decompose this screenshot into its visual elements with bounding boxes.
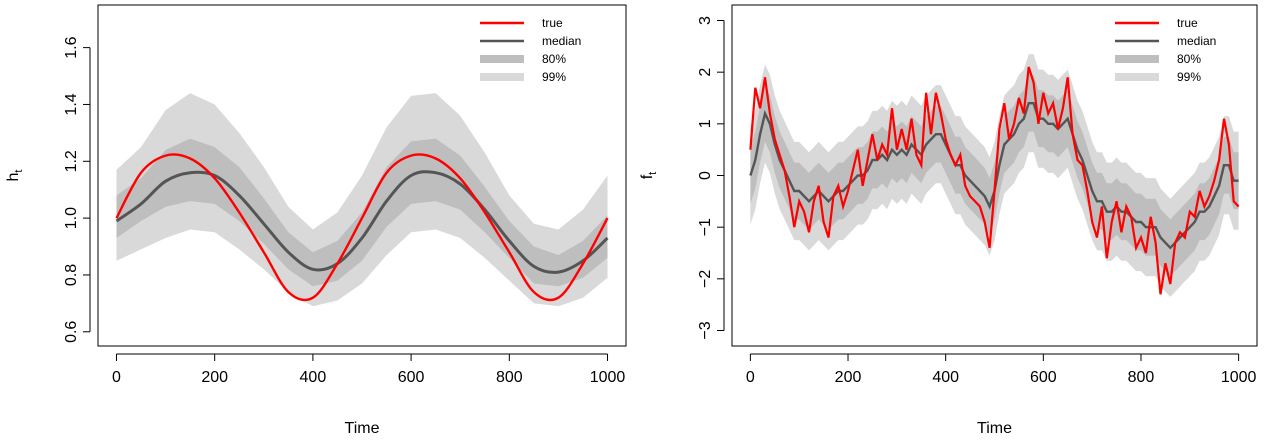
y-axis-label-main: h <box>5 173 22 182</box>
x-tick-label: 200 <box>201 369 228 386</box>
x-tick-label: 1000 <box>1221 369 1257 386</box>
series-median-line <box>115 170 609 274</box>
legend-item: 99% <box>1115 70 1201 84</box>
legend-label: 99% <box>542 70 566 84</box>
legend-item: median <box>1115 34 1216 48</box>
legend-label: 99% <box>1177 70 1201 84</box>
left-panel-h: 0 200 400 600 800 1000 0.6 0.8 1.0 1.2 1.4 1.6 Tim… <box>5 4 627 437</box>
series-true-line <box>749 66 1240 295</box>
legend-label: true <box>1177 16 1198 30</box>
y-tick-label: 0.6 <box>63 321 80 343</box>
band-80 <box>750 74 1239 277</box>
x-tick-label: 800 <box>1128 369 1155 386</box>
band-80-area <box>116 138 608 287</box>
svg-text:ft: ft <box>639 172 659 180</box>
right-panel-f: 0 200 400 600 800 1000 −3 −2 −1 0 1 2 3 Time ft tru… <box>639 4 1258 437</box>
x-axis-label: Time <box>345 420 380 437</box>
x-tick-label: 200 <box>835 369 862 386</box>
y-tick-label: −3 <box>697 321 714 339</box>
legend: true median 80% 99% <box>480 16 581 84</box>
svg-text:ht: ht <box>5 170 25 182</box>
x-tick-label: 0 <box>746 369 755 386</box>
y-tick-label: 0 <box>697 171 714 180</box>
y-tick-label: 3 <box>697 16 714 25</box>
x-axis: 0 200 400 600 800 1000 <box>112 353 626 386</box>
y-tick-label: 2 <box>697 68 714 77</box>
y-tick-label: 1.4 <box>63 93 80 115</box>
y-tick-label: 1.6 <box>63 36 80 58</box>
legend-item: 80% <box>480 52 566 66</box>
series-true-line <box>115 153 609 302</box>
x-tick-label: 400 <box>300 369 327 386</box>
y-tick-label: 1.2 <box>63 150 80 172</box>
x-tick-label: 400 <box>932 369 959 386</box>
legend-label: 80% <box>542 52 566 66</box>
x-tick-label: 0 <box>112 369 121 386</box>
legend-item: true <box>1115 16 1198 30</box>
y-axis-label-subscript: t <box>13 170 25 173</box>
band-99 <box>116 93 608 307</box>
y-axis-label: ht <box>5 170 25 182</box>
band-80-area <box>750 74 1239 277</box>
band-99-area <box>116 93 608 307</box>
legend-item: median <box>480 34 581 48</box>
legend-label: median <box>542 34 581 48</box>
legend-label: true <box>542 16 563 30</box>
x-axis: 0 200 400 600 800 1000 <box>746 353 1257 386</box>
y-axis-label-main: f <box>639 174 656 179</box>
y-axis-label: ft <box>639 172 659 180</box>
x-tick-label: 600 <box>398 369 425 386</box>
legend-label: median <box>1177 34 1216 48</box>
y-axis: −3 −2 −1 0 1 2 3 <box>697 16 725 340</box>
x-tick-label: 1000 <box>590 369 626 386</box>
y-tick-label: −2 <box>697 270 714 288</box>
legend: true median 80% 99% <box>1115 16 1216 84</box>
y-tick-label: 1.0 <box>63 207 80 229</box>
legend-item: 99% <box>480 70 566 84</box>
y-axis-label-subscript: t <box>647 172 659 175</box>
y-tick-label: 0.8 <box>63 264 80 286</box>
legend-item: 80% <box>1115 52 1201 66</box>
x-tick-label: 800 <box>496 369 523 386</box>
y-tick-label: −1 <box>697 218 714 236</box>
legend-label: 80% <box>1177 52 1201 66</box>
legend-item: true <box>480 16 563 30</box>
plot-frame <box>97 4 627 347</box>
x-tick-label: 600 <box>1030 369 1057 386</box>
y-tick-label: 1 <box>697 119 714 128</box>
plot-frame <box>731 4 1258 347</box>
y-axis: 0.6 0.8 1.0 1.2 1.4 1.6 <box>63 36 91 343</box>
x-axis-label: Time <box>977 420 1012 437</box>
band-80 <box>116 138 608 287</box>
